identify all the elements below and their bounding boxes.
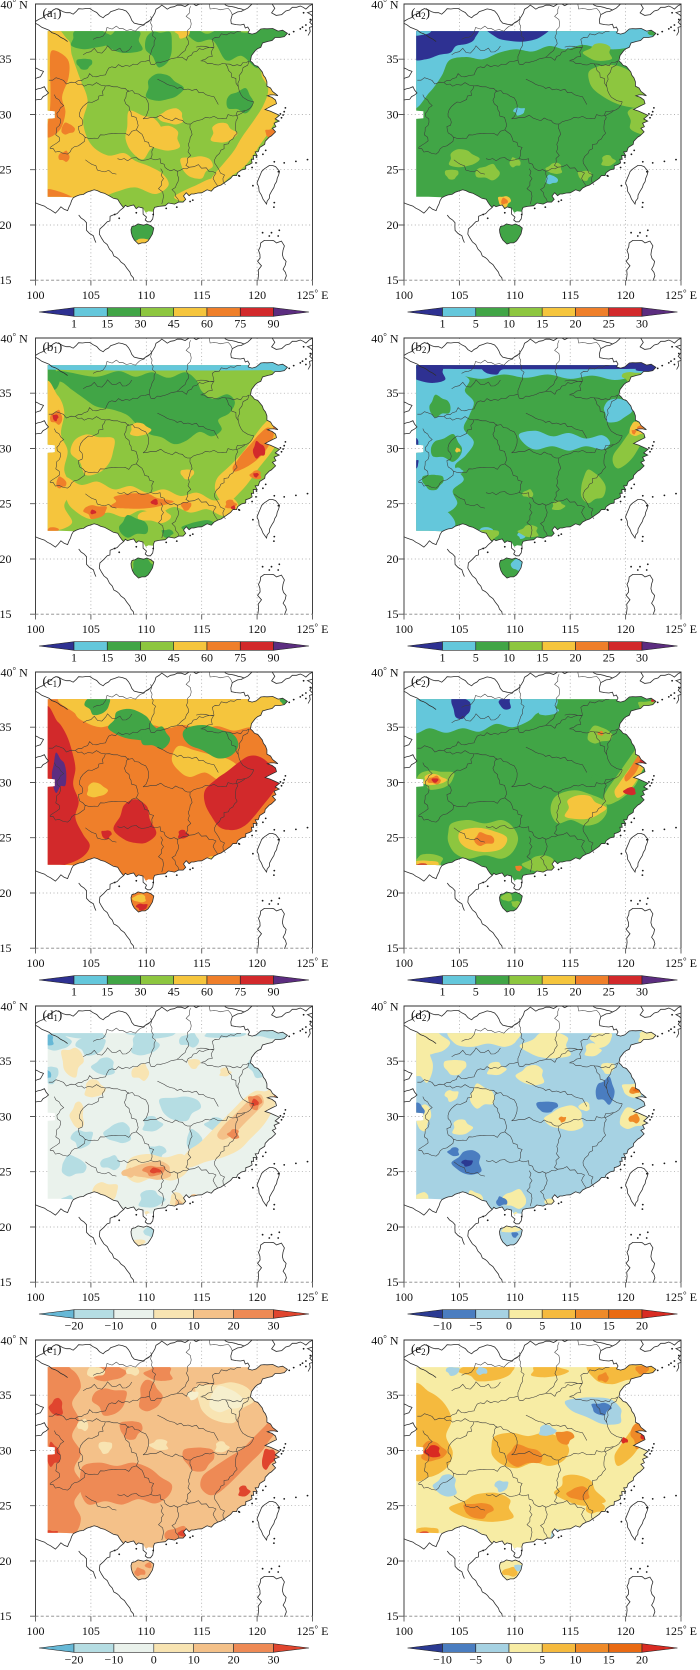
- svg-text:(d2): (d2): [411, 1007, 431, 1023]
- svg-text:(e2): (e2): [411, 1341, 430, 1357]
- svg-text:(c1): (c1): [43, 673, 62, 689]
- svg-text:(c2): (c2): [411, 673, 430, 689]
- svg-text:(a2): (a2): [411, 5, 430, 21]
- svg-text:(b1): (b1): [43, 339, 63, 355]
- svg-text:(e1): (e1): [43, 1341, 62, 1357]
- svg-text:(a1): (a1): [43, 5, 62, 21]
- svg-text:(d1): (d1): [43, 1007, 63, 1023]
- svg-text:(b2): (b2): [411, 339, 431, 355]
